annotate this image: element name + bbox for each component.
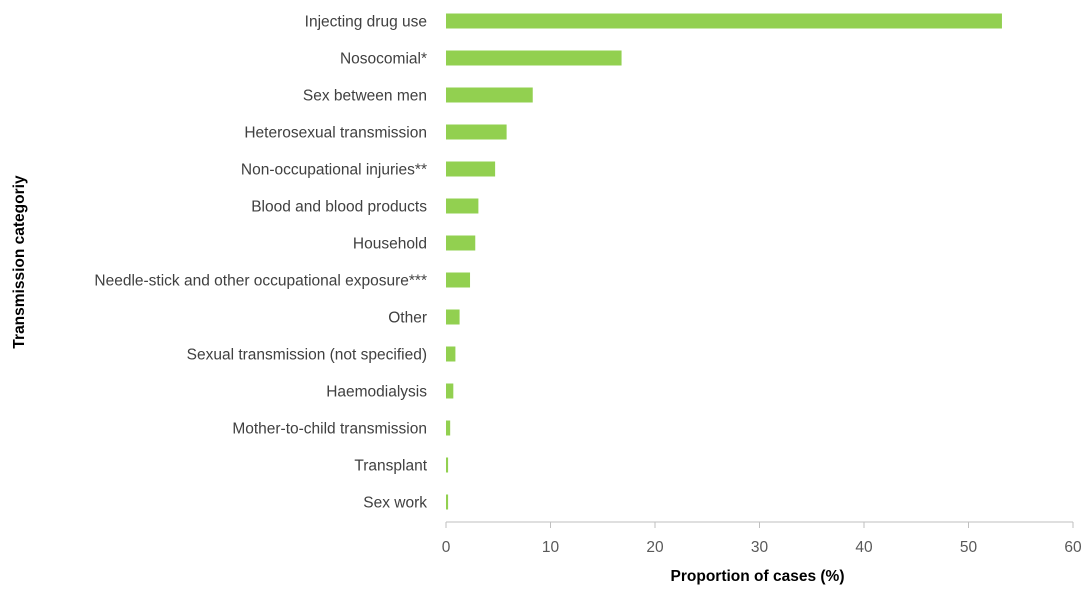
x-axis-title: Proportion of cases (%) <box>671 568 845 585</box>
bar <box>446 457 449 473</box>
category-label: Other <box>388 310 427 327</box>
bar <box>446 235 476 251</box>
bar <box>446 87 533 103</box>
category-label: Sex between men <box>303 88 427 105</box>
bars-group <box>446 13 1002 510</box>
bar <box>446 272 471 288</box>
bar <box>446 346 456 362</box>
category-label: Needle-stick and other occupational expo… <box>94 273 427 290</box>
bar <box>446 383 454 399</box>
category-label: Injecting drug use <box>305 14 427 31</box>
x-tick-label: 30 <box>751 539 769 556</box>
x-tick-label: 60 <box>1064 539 1082 556</box>
x-axis: 0 10 20 30 40 50 60 <box>442 521 1082 556</box>
bar <box>446 124 507 140</box>
category-label: Sexual transmission (not specified) <box>187 347 427 364</box>
bar <box>446 50 622 66</box>
bar <box>446 420 451 436</box>
category-label: Heterosexual transmission <box>244 125 427 142</box>
category-label: Non-occupational injuries** <box>241 162 427 179</box>
x-tick-label: 50 <box>960 539 978 556</box>
category-labels-group: Injecting drug use Nosocomial* Sex between… <box>94 14 427 512</box>
bar <box>446 494 449 510</box>
x-tick-label: 10 <box>542 539 560 556</box>
category-label: Nosocomial* <box>340 51 427 68</box>
category-label: Sex work <box>363 495 427 512</box>
category-label: Household <box>353 236 427 253</box>
bar <box>446 309 460 325</box>
x-tick-label: 40 <box>855 539 873 556</box>
category-label: Blood and blood products <box>251 199 427 216</box>
x-tick-label: 0 <box>442 539 451 556</box>
category-label: Transplant <box>354 458 427 475</box>
bar <box>446 13 1002 29</box>
bar <box>446 161 496 177</box>
x-tick-label: 20 <box>646 539 664 556</box>
category-label: Mother-to-child transmission <box>232 421 427 438</box>
category-label: Haemodialysis <box>326 384 427 401</box>
bar <box>446 198 479 214</box>
y-axis-title: Transmission categoriy <box>11 175 28 349</box>
